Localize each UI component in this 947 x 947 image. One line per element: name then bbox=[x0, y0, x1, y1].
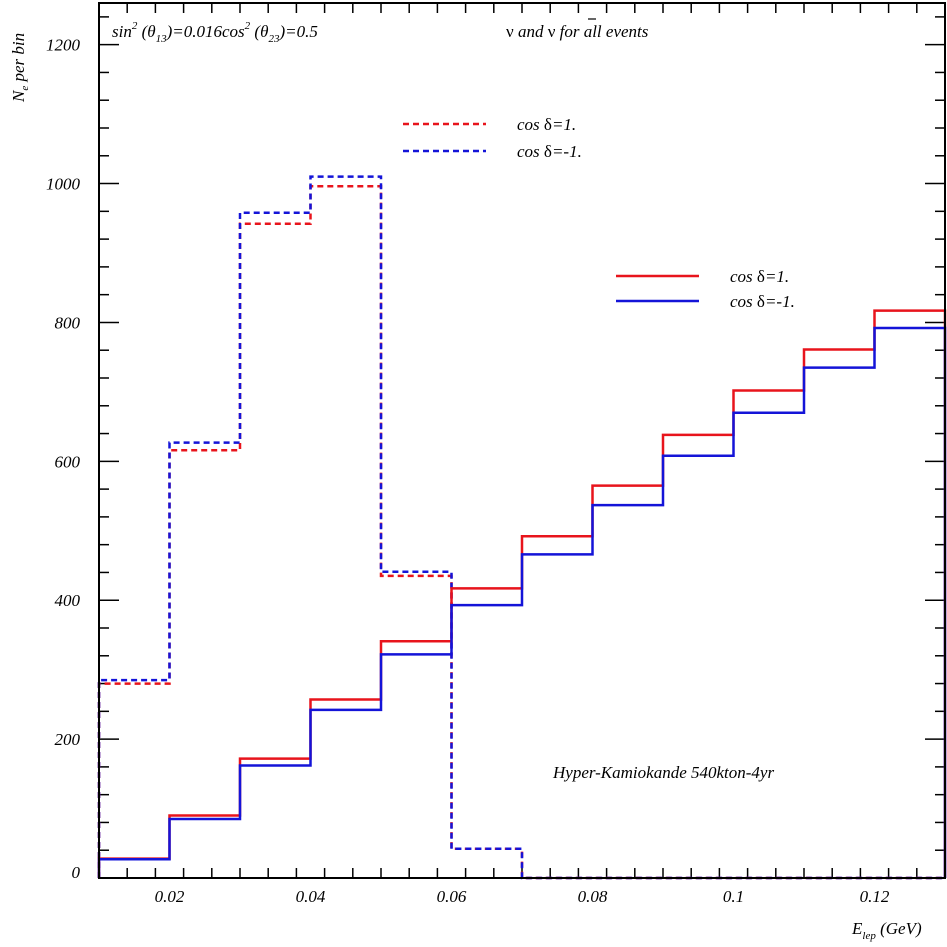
x-axis-label: Elep (GeV) bbox=[851, 919, 922, 942]
y-tick-label: 600 bbox=[55, 452, 81, 471]
annotation-and: and bbox=[514, 22, 548, 41]
series-solid-blue bbox=[97, 326, 947, 878]
series-group bbox=[97, 175, 947, 880]
y-tick-label: 200 bbox=[55, 730, 81, 749]
annotation-experiment: Hyper-Kamiokande 540kton-4yr bbox=[552, 763, 774, 782]
annotation-nu: ν bbox=[506, 22, 514, 41]
annotation-sin-theta: (θ bbox=[137, 22, 155, 41]
x-axis-label-unit: (GeV) bbox=[876, 919, 922, 938]
annotation-cos-sub: 23 bbox=[268, 33, 280, 45]
series-dashed-blue bbox=[97, 175, 945, 880]
y-axis-label: Ne per bin bbox=[9, 33, 31, 103]
annotation-tail: for all events bbox=[555, 22, 648, 41]
plot-frame bbox=[98, 2, 946, 879]
annotation-nubar: ν bbox=[548, 22, 556, 41]
legend-solid-blue-label: cos δ=-1. bbox=[730, 292, 795, 311]
x-axis-label-sub: lep bbox=[862, 930, 876, 942]
x-tick-label: 0.08 bbox=[578, 887, 608, 906]
annotation-cos: cos bbox=[222, 22, 245, 41]
annotation-sin-val: )=0.016 bbox=[166, 22, 223, 41]
legend-dashed-blue-label: cos δ=-1. bbox=[517, 142, 582, 161]
y-tick-label: 1000 bbox=[46, 175, 81, 194]
annotation-mixing: sin2 (θ13)=0.016cos2 (θ23)=0.5 bbox=[112, 20, 318, 45]
y-axis-label-rest: per bin bbox=[9, 33, 28, 86]
x-axis-label-main: E bbox=[851, 919, 863, 938]
annotation-events: ν and ν for all events bbox=[506, 22, 649, 41]
y-tick-label: 400 bbox=[55, 591, 81, 610]
annotation-cos-val: )=0.5 bbox=[278, 22, 317, 41]
legend-solid: cos δ=1. cos δ=-1. bbox=[616, 267, 795, 311]
tick-labels: 0.02 0.04 0.06 0.08 0.1 0.12 0 200 400 600 800 1000… bbox=[46, 36, 890, 906]
axis-ticks bbox=[98, 3, 946, 879]
annotation-sin: sin bbox=[112, 22, 132, 41]
y-axis-label-sub: e bbox=[19, 86, 31, 91]
legend-dashed-red-label: cos δ=1. bbox=[517, 115, 576, 134]
annotation-sin-sub: 13 bbox=[156, 33, 168, 45]
annotation-cos-theta: (θ bbox=[250, 22, 268, 41]
y-tick-label: 0 bbox=[72, 863, 81, 882]
legend-dashed: cos δ=1. cos δ=-1. bbox=[403, 115, 582, 161]
annotation-cos-exp: 2 bbox=[245, 20, 251, 32]
legend-solid-red-label: cos δ=1. bbox=[730, 267, 789, 286]
x-tick-label: 0.1 bbox=[723, 887, 744, 906]
x-tick-label: 0.06 bbox=[437, 887, 467, 906]
y-tick-label: 800 bbox=[55, 313, 81, 332]
y-tick-label: 1200 bbox=[46, 36, 81, 55]
x-tick-label: 0.04 bbox=[296, 887, 326, 906]
x-tick-label: 0.12 bbox=[860, 887, 890, 906]
annotation-sin-exp: 2 bbox=[132, 20, 138, 32]
x-tick-label: 0.02 bbox=[155, 887, 185, 906]
y-axis-label-main: N bbox=[9, 89, 28, 103]
series-dashed-red bbox=[97, 185, 945, 880]
